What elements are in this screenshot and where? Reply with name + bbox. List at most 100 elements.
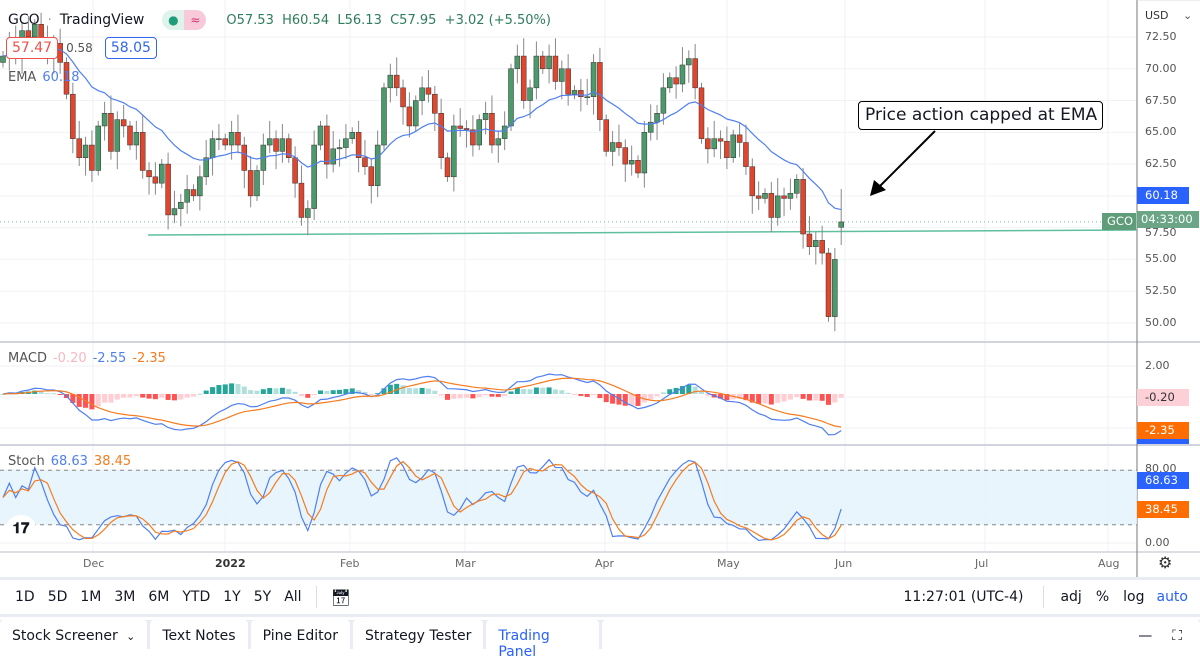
maximize-icon[interactable]: ⛶ — [1172, 628, 1182, 644]
status-pill[interactable]: ● ≈ — [162, 10, 207, 30]
time-label: Aug — [1098, 557, 1120, 570]
range-6m[interactable]: 6M — [148, 589, 170, 605]
range-5y[interactable]: 5Y — [253, 589, 272, 605]
macd-label[interactable]: MACD — [8, 351, 47, 366]
macd-line-tag — [1137, 439, 1189, 444]
macd-histogram-bar — [775, 394, 781, 403]
candle — [686, 58, 692, 66]
macd-histogram-bar — [152, 394, 158, 400]
change-value: +3.02 (+5.50%) — [444, 12, 551, 28]
candle — [228, 132, 235, 146]
annotation-arrow — [877, 130, 936, 189]
macd-histogram-bar — [718, 394, 724, 399]
macd-histogram-bar — [699, 391, 704, 394]
macd-histogram-bar — [324, 390, 330, 394]
macd-histogram-bar — [838, 394, 844, 398]
macd-histogram-bar — [108, 394, 114, 403]
stoch-label[interactable]: Stoch — [8, 454, 45, 469]
candle — [146, 170, 152, 178]
candle — [736, 134, 743, 143]
range-1m[interactable]: 1M — [80, 589, 102, 605]
log-toggle[interactable]: log — [1123, 589, 1145, 605]
candle — [241, 144, 248, 171]
candle — [184, 189, 190, 203]
candle — [514, 55, 521, 70]
tab-strategy-tester[interactable]: Strategy Tester — [352, 620, 484, 649]
macd-histogram-bar — [197, 393, 203, 395]
sell-button[interactable]: 57.47 — [6, 37, 59, 59]
candle — [368, 166, 375, 186]
macd-histogram-bar — [222, 384, 228, 394]
macd-histogram-bar — [349, 388, 355, 394]
percent-toggle[interactable]: % — [1095, 589, 1110, 605]
currency-label[interactable]: USD — [1145, 9, 1169, 22]
candle — [197, 176, 203, 197]
macd-histogram-bar — [267, 387, 273, 394]
macd-histogram-bar — [819, 394, 825, 401]
range-ytd[interactable]: YTD — [182, 589, 211, 605]
tradingview-logo[interactable]: 𝟏𝟕 — [6, 515, 36, 541]
macd-histogram-bar — [705, 394, 711, 396]
annotation-callout[interactable]: Price action capped at EMA — [858, 101, 1103, 130]
tab-trading-panel[interactable]: Trading Panel — [486, 620, 600, 660]
range-1d[interactable]: 1D — [15, 589, 35, 605]
chevron-down-icon[interactable]: ⌄ — [126, 630, 136, 643]
settings-gear-icon[interactable]: ⚙ — [1158, 553, 1173, 572]
minimize-icon[interactable]: — — [1138, 628, 1153, 644]
range-all[interactable]: All — [284, 589, 302, 605]
candle — [114, 119, 121, 152]
macd-histogram-bar — [191, 394, 196, 397]
candle — [597, 62, 603, 120]
candle — [108, 113, 114, 152]
goto-date-icon[interactable]: 📅︎ — [330, 587, 351, 607]
auto-toggle[interactable]: auto — [1156, 589, 1188, 605]
candle — [489, 113, 495, 146]
macd-histogram-bar — [254, 390, 260, 394]
candle — [178, 201, 184, 209]
candle — [584, 96, 590, 98]
macd-signal-value: -2.35 — [132, 351, 166, 366]
macd-histogram-bar — [660, 392, 666, 394]
adj-toggle[interactable]: adj — [1060, 589, 1082, 605]
candle — [698, 87, 705, 139]
macd-histogram-bar — [298, 394, 304, 396]
macd-histogram-bar — [743, 394, 749, 401]
range-1y[interactable]: 1Y — [223, 589, 241, 605]
ema-label[interactable]: EMA — [8, 70, 37, 85]
macd-histogram-bar — [470, 394, 476, 399]
macd-line — [2, 373, 842, 436]
candle — [806, 233, 813, 247]
stoch-tick-80: 80.00 — [1145, 462, 1177, 475]
price-tick: 67.50 — [1145, 93, 1177, 107]
macd-histogram-bar — [794, 394, 800, 398]
price-tick: 52.50 — [1145, 284, 1177, 298]
macd-histogram-bar — [165, 394, 171, 400]
macd-histogram-bar — [565, 392, 571, 394]
candle — [159, 163, 165, 184]
currency-dropdown-icon[interactable]: ⌄ — [1183, 9, 1193, 22]
candle — [768, 193, 775, 218]
clock-timezone[interactable]: 11:27:01 (UTC-4) — [903, 589, 1024, 605]
macd-histogram-bar — [527, 389, 533, 394]
macd-histogram-bar — [667, 389, 673, 394]
macd-histogram-bar — [381, 388, 387, 394]
chart-canvas[interactable] — [0, 0, 1200, 577]
tab-text-notes[interactable]: Text Notes — [150, 620, 248, 649]
buy-button[interactable]: 58.05 — [104, 37, 157, 59]
stoch-d-tag: 38.45 — [1137, 501, 1189, 518]
range-5d[interactable]: 5D — [47, 589, 68, 605]
range-3m[interactable]: 3M — [114, 589, 136, 605]
candle — [749, 166, 756, 197]
candle — [89, 144, 95, 171]
candle — [273, 138, 279, 152]
tab-pine-editor[interactable]: Pine Editor — [250, 620, 350, 649]
candle — [95, 125, 101, 171]
candle — [641, 132, 648, 174]
candle — [279, 138, 286, 152]
symbol-name[interactable]: GCO — [8, 12, 40, 28]
macd-histogram-bar — [32, 390, 38, 394]
macd-hist-value: -0.20 — [52, 351, 87, 366]
bottom-toolbar: 1D 5D 1M 3M 6M YTD 1Y 5Y All 📅︎ 11:27:01 (UTC-4)… — [0, 577, 1200, 617]
tab-stock-screener[interactable]: Stock Screener ⌄ — [0, 620, 148, 649]
candle — [330, 148, 336, 165]
